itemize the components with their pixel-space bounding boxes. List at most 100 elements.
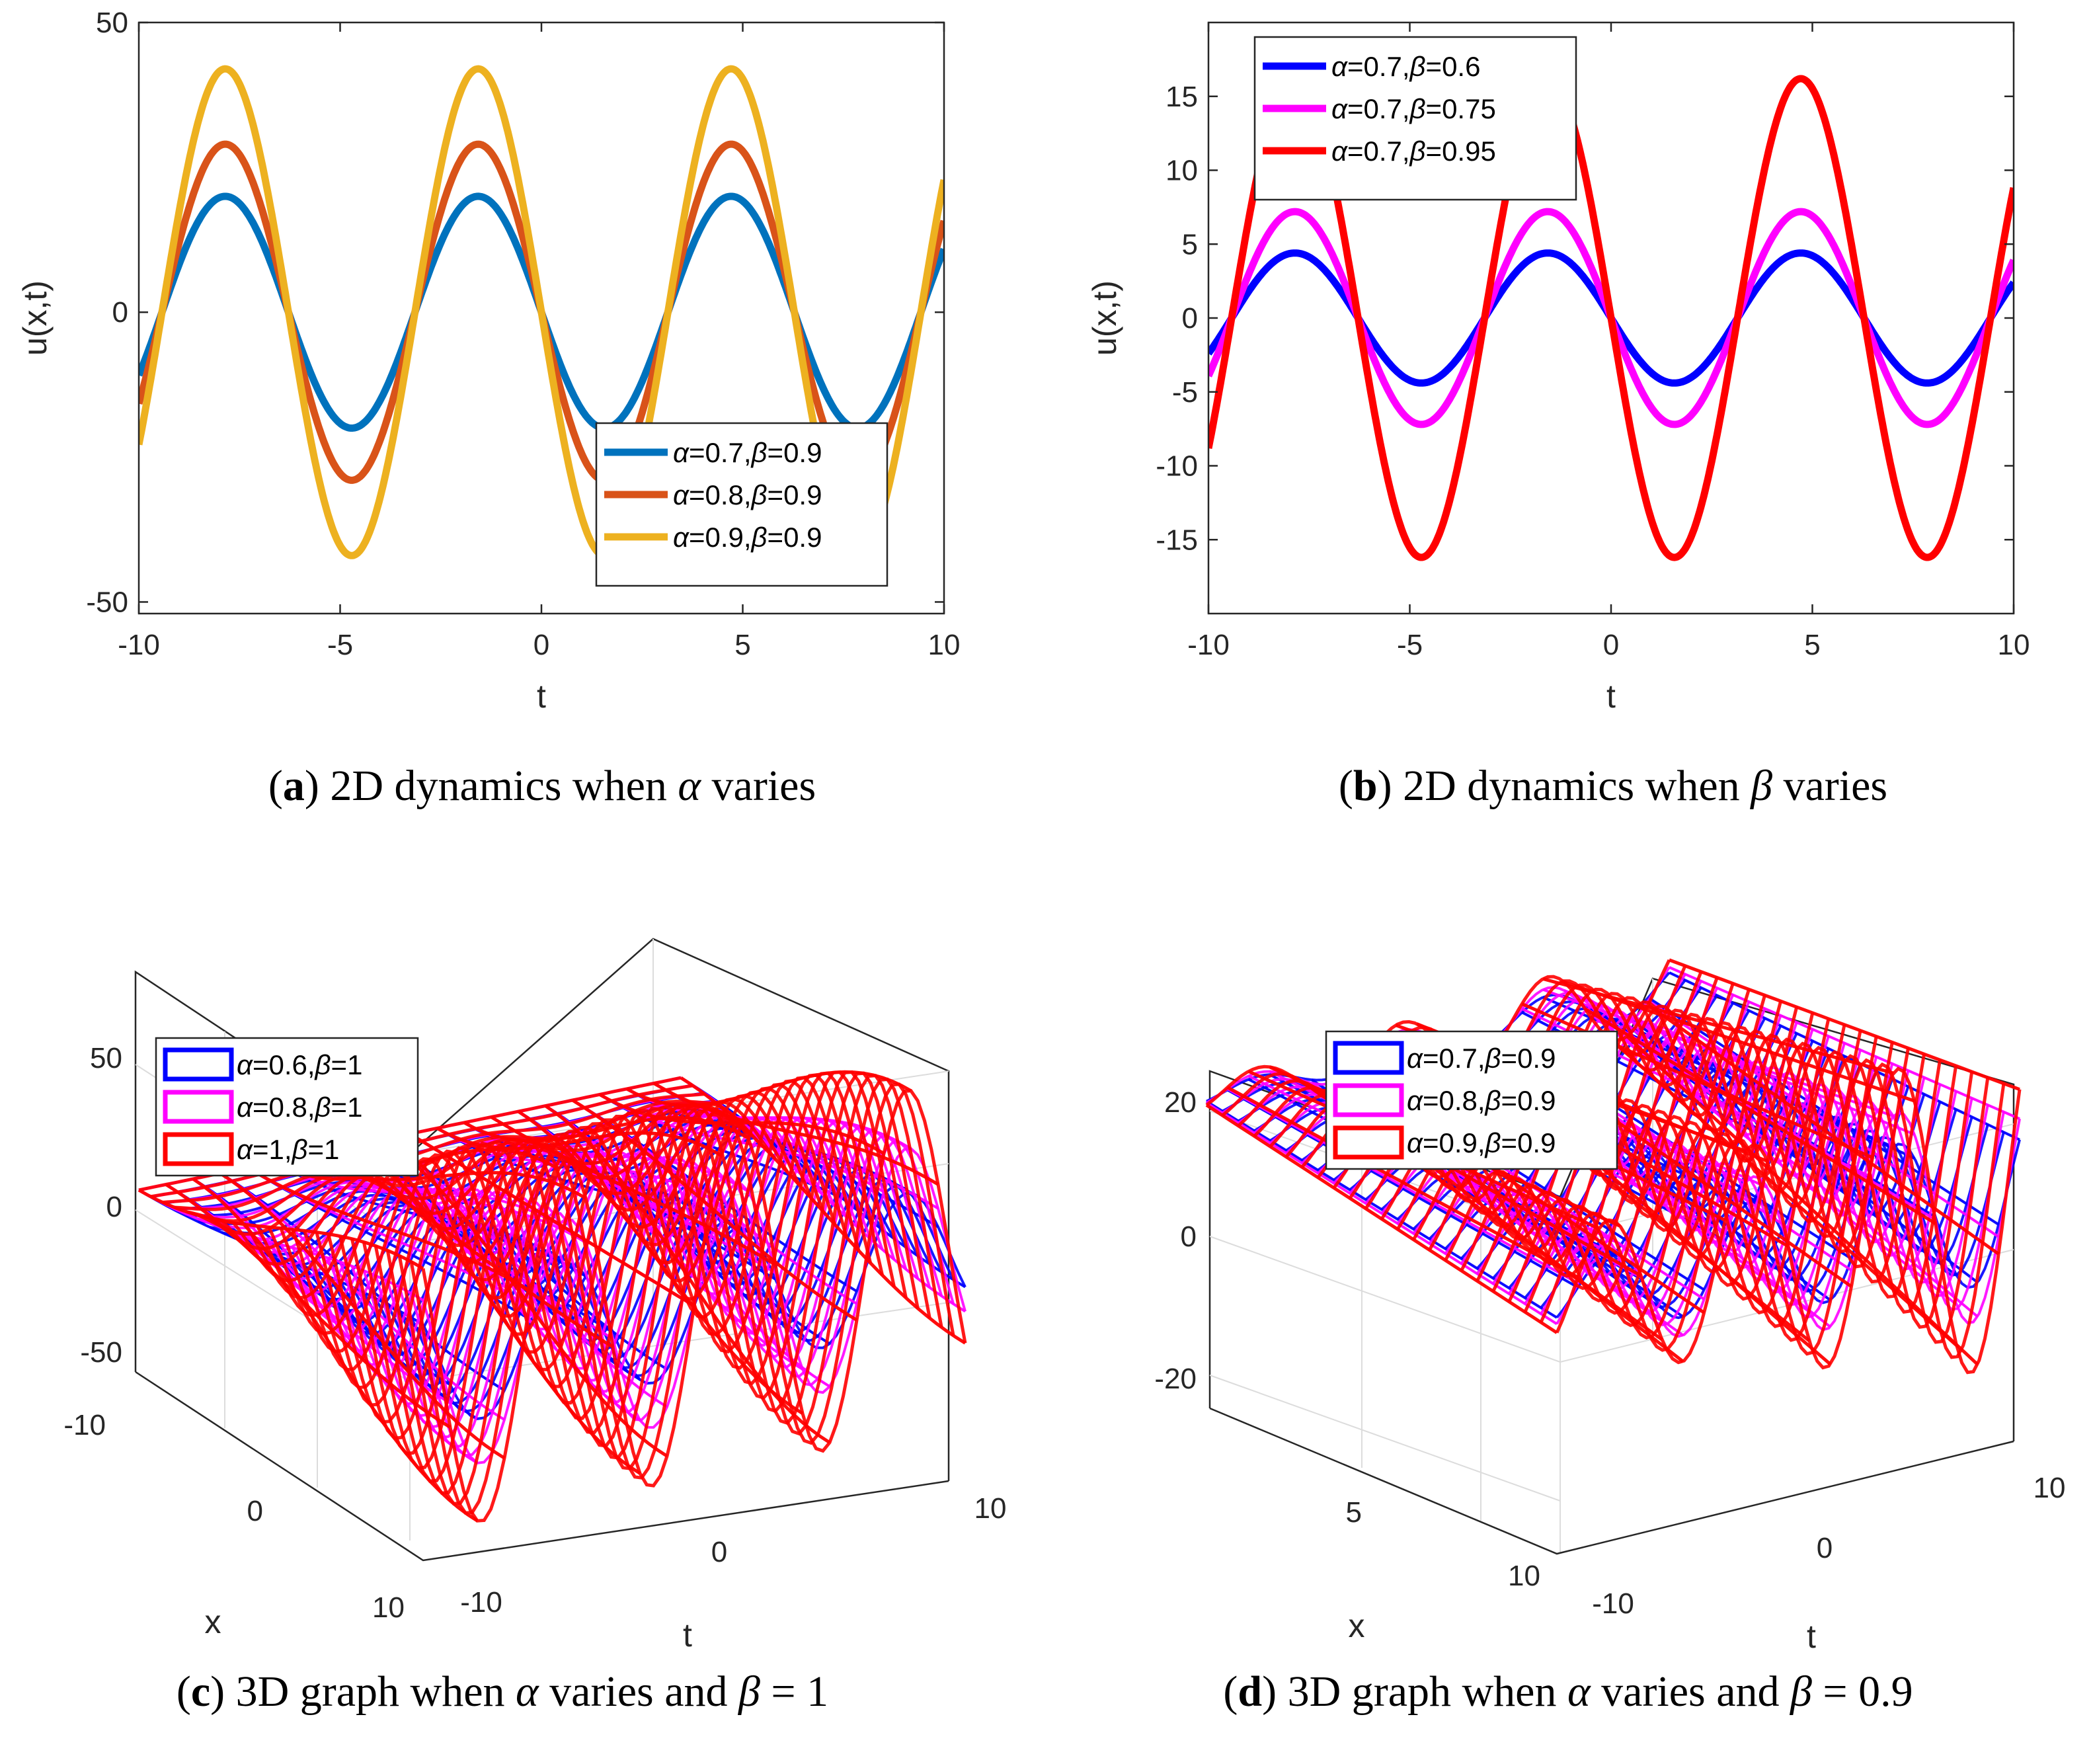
surface-cross — [680, 1076, 967, 1345]
x-axis-label: t — [1807, 1618, 1816, 1655]
x-tick-label: 5 — [1804, 629, 1820, 661]
legend-label: α=0.9,β=0.9 — [673, 522, 822, 553]
front-axis-edges — [135, 1371, 949, 1562]
legend-swatch — [163, 1090, 234, 1124]
x-tick-label: 0 — [533, 629, 549, 661]
surface-cross — [517, 1110, 804, 1415]
x-tick-label: -10 — [118, 629, 160, 661]
chart-d: 200-20-10010510txα=0.7,β=0.9α=0.8,β=0.9α… — [1154, 958, 2065, 1655]
y-tick-label: 10 — [1508, 1560, 1540, 1592]
x-tick-label: -10 — [460, 1586, 502, 1619]
z-tick-label: 0 — [106, 1191, 122, 1223]
x-tick-label: -5 — [327, 629, 353, 661]
legend-swatch — [1333, 1041, 1404, 1075]
caption-a: (a) 2D dynamics when α varies — [268, 762, 816, 810]
caption-c: (c) 3D graph when α varies and β = 1 — [177, 1667, 828, 1716]
z-tick-label: 20 — [1164, 1086, 1197, 1119]
surface-cross — [625, 1070, 912, 1107]
y-tick-label: 0 — [247, 1495, 263, 1527]
grid-line — [1209, 1375, 1561, 1502]
z-tick-label: 50 — [90, 1042, 122, 1074]
legend-label: α=1,β=1 — [237, 1134, 339, 1165]
caption-text: (c) 3D graph when α varies and β = 1 — [177, 1667, 828, 1716]
surface-cross — [165, 1183, 452, 1429]
y-axis-label: u(x,t) — [17, 280, 54, 356]
chart-b: -10 -5 0 5 10 -15 -10 -5 0 5 10 15 t u(x,t) α=0.7,β=0.… — [1086, 21, 2030, 715]
x-tick-label: 5 — [734, 629, 750, 661]
y-tick-label: -5 — [1172, 376, 1198, 409]
legend-label: α=0.7,β=0.75 — [1331, 93, 1496, 124]
x-tick-label: 10 — [928, 629, 961, 661]
z-tick-label: 0 — [1181, 1221, 1197, 1253]
y-axis-label: x — [1349, 1607, 1365, 1644]
surface-cross — [652, 1082, 939, 1186]
x-axis-label: t — [537, 678, 546, 715]
surface-cross — [192, 1178, 479, 1523]
legend-label: α=0.6,β=1 — [237, 1049, 362, 1080]
legend-label: α=0.8,β=0.9 — [673, 479, 822, 510]
legend: α=0.7,β=0.9 α=0.8,β=0.9 α=0.9,β=0.9 — [595, 422, 889, 587]
caption-text: (d) 3D graph when α varies and β = 0.9 — [1223, 1667, 1913, 1716]
y-tick-label: -10 — [63, 1409, 106, 1441]
y-tick-label: 5 — [1182, 228, 1198, 261]
y-axis-label: u(x,t) — [1086, 280, 1123, 356]
y-tick-label: 0 — [1182, 302, 1198, 335]
x-tick-label: 0 — [1603, 629, 1619, 661]
x-tick-label: 0 — [1817, 1532, 1833, 1564]
legend-label: α=0.7,β=0.6 — [1331, 51, 1480, 82]
caption-text: (a) 2D dynamics when α varies — [268, 762, 816, 810]
legend-label: α=0.8,β=1 — [237, 1092, 362, 1123]
y-tick-label: 10 — [372, 1591, 405, 1624]
legend-label: α=0.9,β=0.9 — [1407, 1127, 1556, 1158]
surface-cross — [409, 1132, 695, 1308]
surface-cross — [436, 1127, 723, 1157]
grid-line — [1209, 1236, 1561, 1363]
surface-cross — [1521, 1002, 1874, 1160]
surface-cross — [1226, 1088, 1579, 1289]
surface-cross — [1226, 1088, 1579, 1285]
series-group — [139, 65, 944, 559]
surface-cross — [219, 1172, 506, 1421]
surface-cross — [246, 1166, 533, 1293]
surface-cross — [1626, 1035, 1979, 1366]
chart-c: 500-50-10010-10010txα=0.6,β=1α=0.8,β=1α=… — [63, 938, 1007, 1654]
z-tick-label: -20 — [1154, 1363, 1197, 1395]
surface-cross — [1669, 966, 2020, 1120]
surface-cross — [463, 1115, 750, 1143]
legend: α=0.7,β=0.9 α=0.8,β=0.9 α=0.9,β=0.9 — [1325, 1030, 1618, 1170]
y-tick-label: 10 — [1165, 155, 1198, 187]
chart-a: -10 -5 0 5 10-50050tu(x,t)α=0.7,β=0.9α=0.8,β… — [17, 7, 960, 715]
surface-cross — [1205, 1103, 1558, 1334]
back-wall-edges — [134, 938, 950, 1481]
series-group — [1208, 75, 2014, 561]
x-axis-label: t — [683, 1617, 692, 1654]
surface-cross — [1584, 1007, 1937, 1225]
x-tick-label: 10 — [974, 1492, 1007, 1525]
y-tick-label: 50 — [96, 7, 128, 39]
z-tick-label: -50 — [80, 1336, 122, 1369]
y-tick-label: -10 — [1156, 450, 1198, 483]
surface-cross — [1669, 958, 2020, 1092]
legend-swatch — [163, 1047, 234, 1082]
surface-cross — [544, 1104, 831, 1444]
surface-cross — [1563, 980, 1915, 1103]
x-tick-label: 10 — [1998, 629, 2030, 661]
surface-cross — [1647, 996, 2000, 1226]
surface-cross — [381, 1138, 668, 1458]
y-tick-label: 15 — [1165, 81, 1198, 113]
surface-cross — [571, 1098, 858, 1322]
surface-cross — [599, 1093, 885, 1193]
surface-cross — [490, 1115, 777, 1266]
surfaces — [138, 1070, 967, 1523]
surface-cross — [354, 1144, 641, 1475]
surface-cross — [1205, 1102, 1558, 1326]
surface-cross — [1226, 1086, 1579, 1279]
surface-cross — [219, 1172, 506, 1460]
front-axis-edges — [1209, 1407, 2014, 1555]
caption-b: (b) 2D dynamics when β varies — [1339, 762, 1887, 810]
x-tick-label: -5 — [1397, 629, 1423, 661]
y-tick-label: 5 — [1346, 1496, 1362, 1529]
series-line-3 — [139, 65, 944, 559]
legend-label: α=0.7,β=0.95 — [1331, 136, 1496, 167]
